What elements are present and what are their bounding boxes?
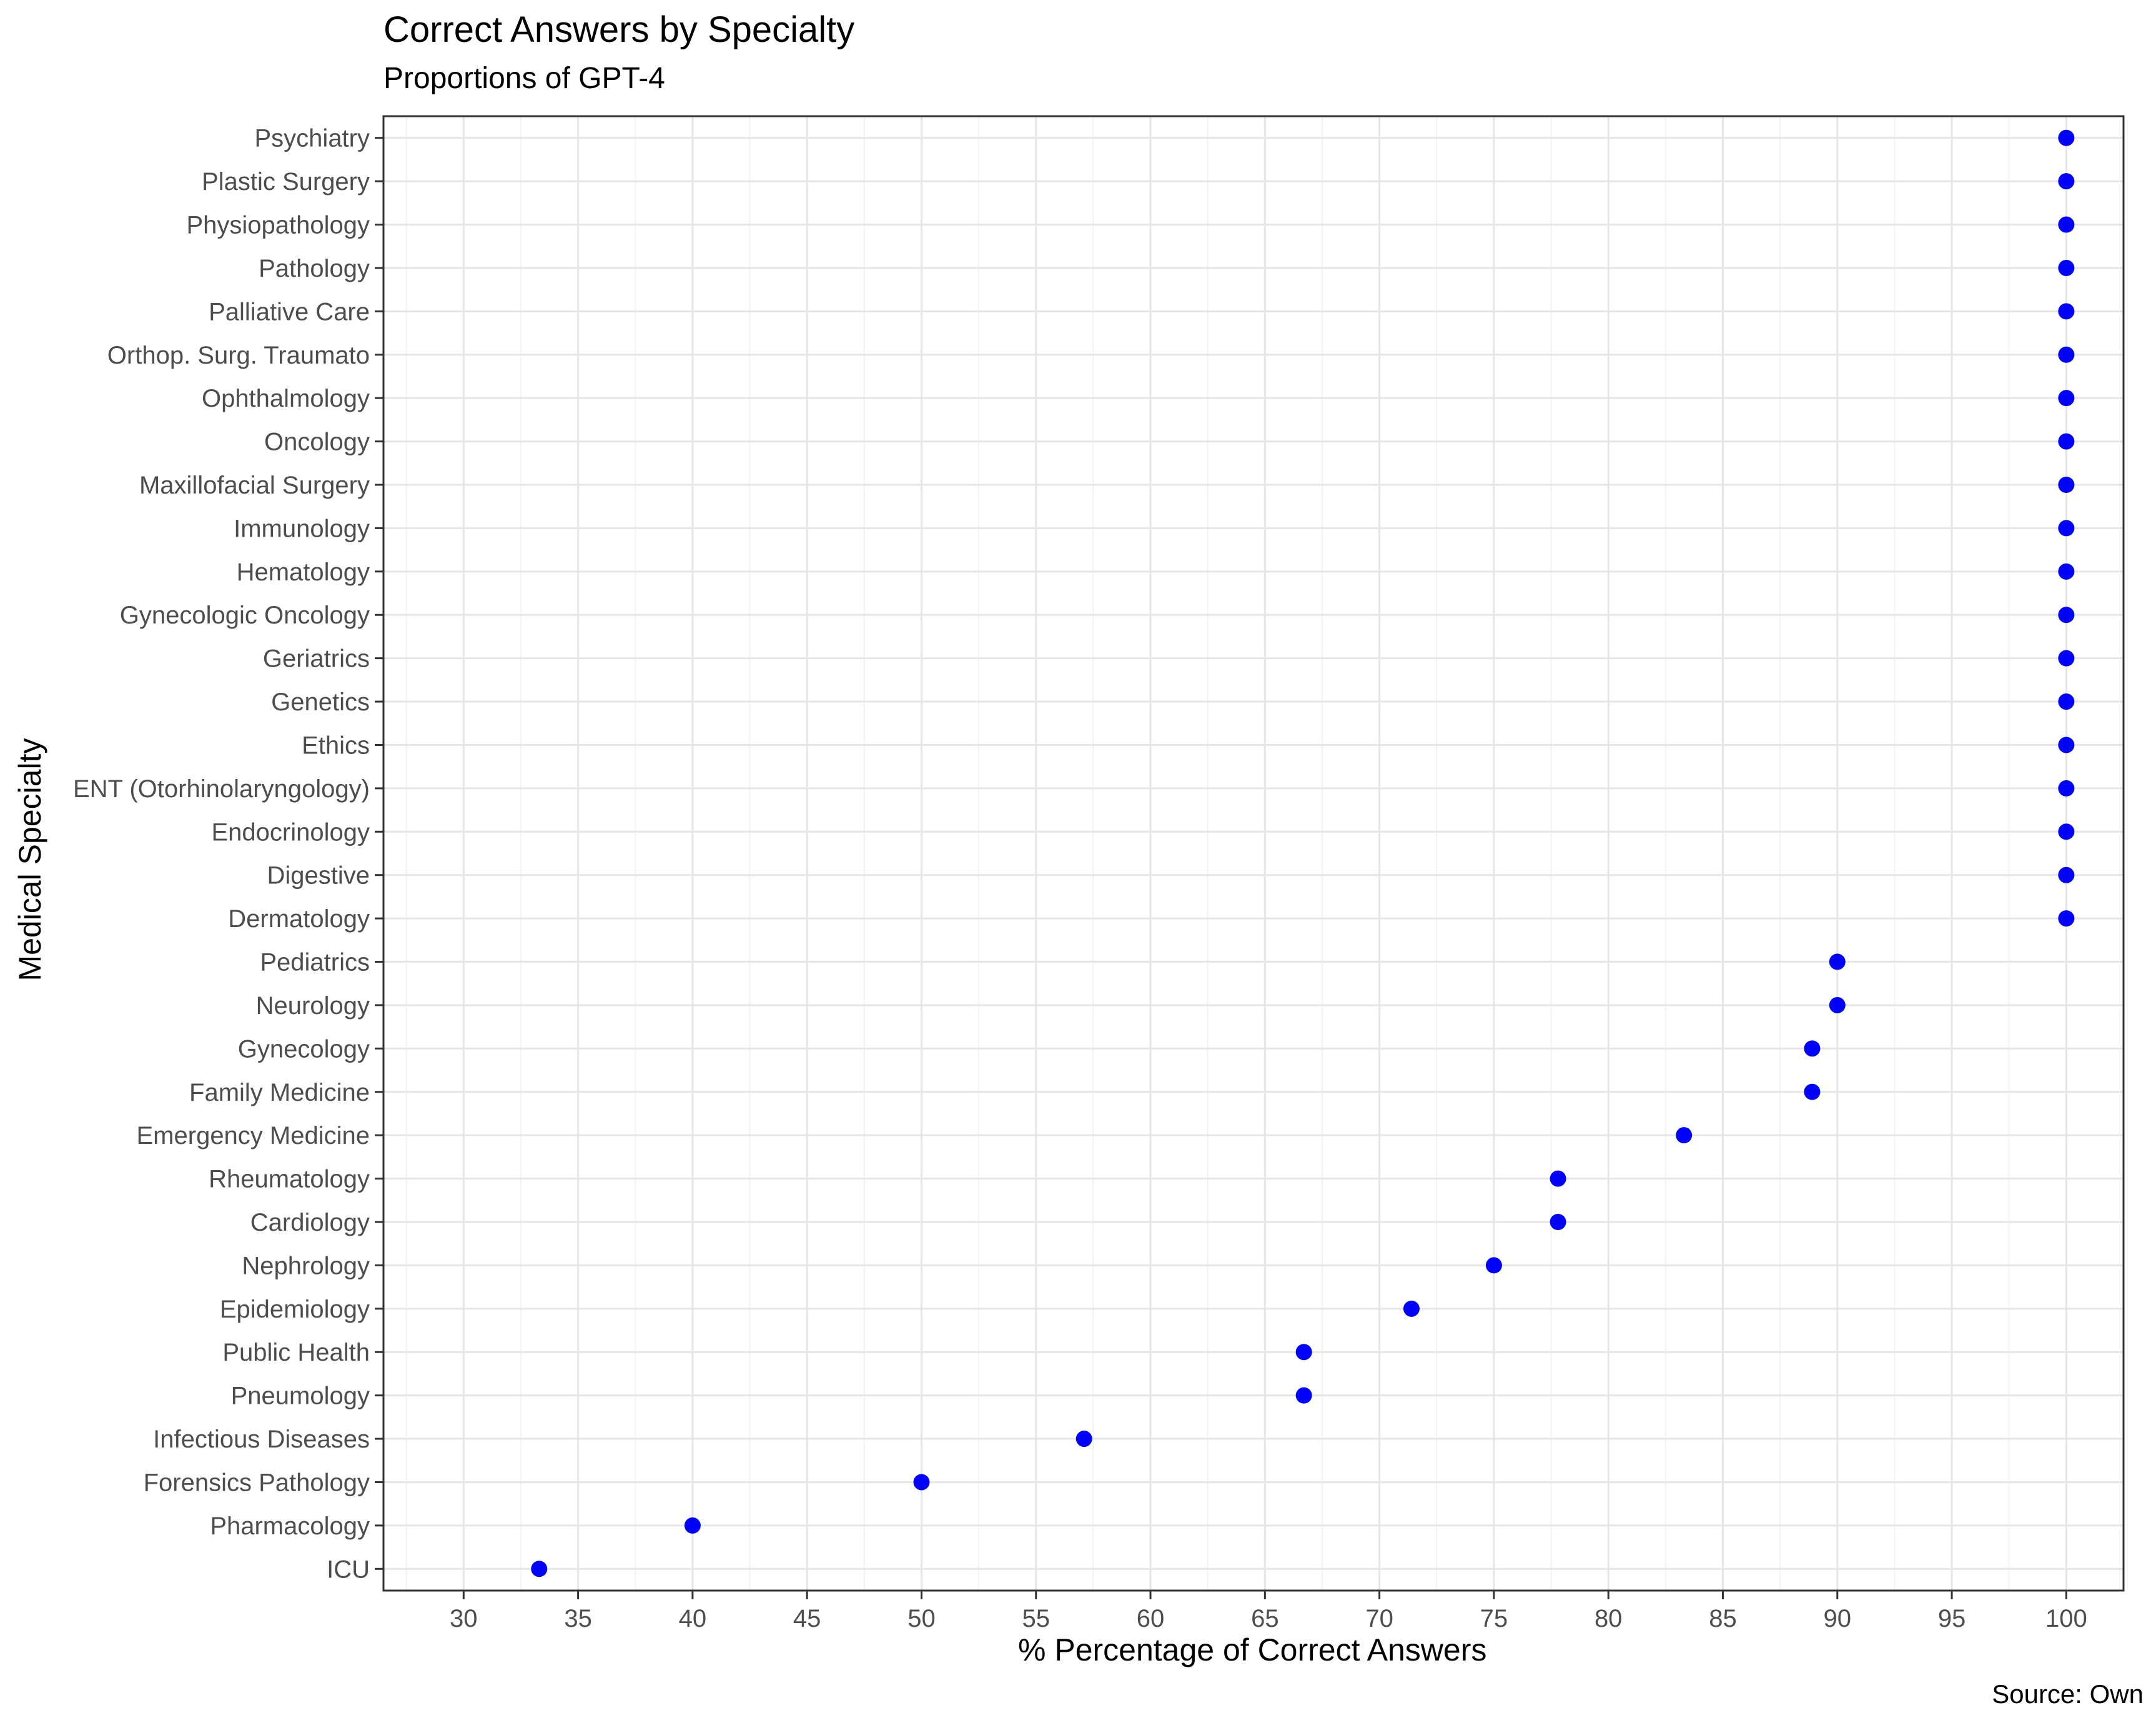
x-tick-label: 40 xyxy=(679,1605,707,1632)
x-tick-label: 45 xyxy=(793,1605,821,1632)
y-tick-label: Digestive xyxy=(267,862,370,890)
data-point xyxy=(2058,129,2075,146)
y-tick-label: Plastic Surgery xyxy=(202,168,370,196)
panel-background xyxy=(383,116,2124,1591)
y-tick-label: ENT (Otorhinolaryngology) xyxy=(73,775,370,803)
data-point xyxy=(2058,910,2075,927)
x-tick-label: 35 xyxy=(564,1605,592,1632)
data-point xyxy=(1076,1431,1092,1447)
data-point xyxy=(2058,259,2075,276)
data-point xyxy=(2058,173,2075,190)
y-tick-label: Oncology xyxy=(264,429,370,456)
data-point xyxy=(2058,303,2075,320)
panel-border xyxy=(382,115,2125,1592)
y-tick-label: Palliative Care xyxy=(209,298,370,325)
y-tick-label: Pneumology xyxy=(231,1383,370,1410)
y-tick-label: Pathology xyxy=(259,255,370,282)
y-tick-label: Nephrology xyxy=(242,1252,370,1279)
x-axis-label: % Percentage of Correct Answers xyxy=(1018,1632,1487,1667)
y-tick-label: ICU xyxy=(327,1556,370,1583)
data-point xyxy=(2058,477,2075,493)
y-tick-label: Genetics xyxy=(271,688,370,716)
y-tick-label: Rheumatology xyxy=(209,1166,370,1193)
y-tick-label: Gynecology xyxy=(238,1035,370,1063)
chart-title: Correct Answers by Specialty xyxy=(383,9,855,50)
data-point xyxy=(684,1517,701,1534)
x-tick-label: 50 xyxy=(907,1605,936,1632)
data-point xyxy=(2058,390,2075,407)
data-point xyxy=(2058,433,2075,450)
y-tick-label: Gynecologic Oncology xyxy=(120,602,370,629)
x-tick-label: 95 xyxy=(1938,1605,1966,1632)
x-tick-label: 85 xyxy=(1709,1605,1737,1632)
chart-subtitle: Proportions of GPT-4 xyxy=(383,62,665,95)
x-tick-label: 30 xyxy=(450,1605,478,1632)
y-axis-label: Medical Specialty xyxy=(12,738,47,981)
data-point xyxy=(1550,1170,1566,1187)
y-tick-label: Endocrinology xyxy=(212,818,370,846)
y-tick-label: Family Medicine xyxy=(189,1079,370,1106)
y-tick-label: Epidemiology xyxy=(220,1296,370,1323)
data-point xyxy=(1829,953,1846,970)
y-tick-label: Immunology xyxy=(234,515,370,542)
y-tick-label: Orthop. Surg. Traumato xyxy=(107,342,370,369)
y-tick-label: Pediatrics xyxy=(260,949,370,976)
y-tick-label: Neurology xyxy=(256,992,370,1020)
y-tick-label: Maxillofacial Surgery xyxy=(139,472,370,499)
y-tick-label: Ophthalmology xyxy=(202,385,370,412)
data-point xyxy=(531,1561,548,1577)
y-tick-label: Ethics xyxy=(302,732,370,759)
data-point xyxy=(1485,1257,1502,1274)
y-tick-label: Geriatrics xyxy=(263,645,370,673)
data-point xyxy=(1676,1127,1693,1144)
data-point xyxy=(1804,1083,1821,1100)
data-point xyxy=(2058,737,2075,753)
data-point xyxy=(913,1474,930,1491)
y-tick-label: Dermatology xyxy=(228,905,370,933)
data-point xyxy=(2058,607,2075,623)
data-point xyxy=(1403,1300,1420,1317)
data-point xyxy=(1295,1344,1312,1361)
data-point xyxy=(2058,563,2075,580)
x-tick-label: 80 xyxy=(1595,1605,1623,1632)
data-point xyxy=(1550,1214,1566,1230)
x-tick-label: 70 xyxy=(1365,1605,1393,1632)
data-point xyxy=(2058,823,2075,840)
chart-caption: Source: Own xyxy=(1992,1679,2144,1709)
data-point xyxy=(1804,1040,1821,1057)
x-tick-label: 60 xyxy=(1137,1605,1165,1632)
data-point xyxy=(1295,1387,1312,1404)
y-tick-label: Infectious Diseases xyxy=(153,1426,370,1453)
x-tick-label: 90 xyxy=(1824,1605,1852,1632)
data-point xyxy=(2058,693,2075,710)
data-point xyxy=(2058,520,2075,537)
x-tick-label: 100 xyxy=(2045,1605,2087,1632)
y-tick-label: Forensics Pathology xyxy=(144,1469,370,1496)
data-point xyxy=(2058,346,2075,363)
y-tick-label: Cardiology xyxy=(250,1209,370,1236)
data-point xyxy=(2058,216,2075,233)
x-tick-label: 65 xyxy=(1251,1605,1279,1632)
y-tick-label: Emergency Medicine xyxy=(137,1122,370,1149)
data-point xyxy=(1829,996,1846,1013)
y-tick-label: Hematology xyxy=(237,559,370,586)
x-tick-label: 55 xyxy=(1022,1605,1051,1632)
y-tick-label: Psychiatry xyxy=(255,125,370,152)
data-point xyxy=(2058,780,2075,797)
y-tick-label: Physiopathology xyxy=(186,212,370,239)
data-point xyxy=(2058,650,2075,667)
y-tick-label: Public Health xyxy=(222,1339,370,1366)
y-tick-label: Pharmacology xyxy=(210,1512,370,1540)
data-point xyxy=(2058,866,2075,883)
x-tick-label: 75 xyxy=(1480,1605,1508,1632)
